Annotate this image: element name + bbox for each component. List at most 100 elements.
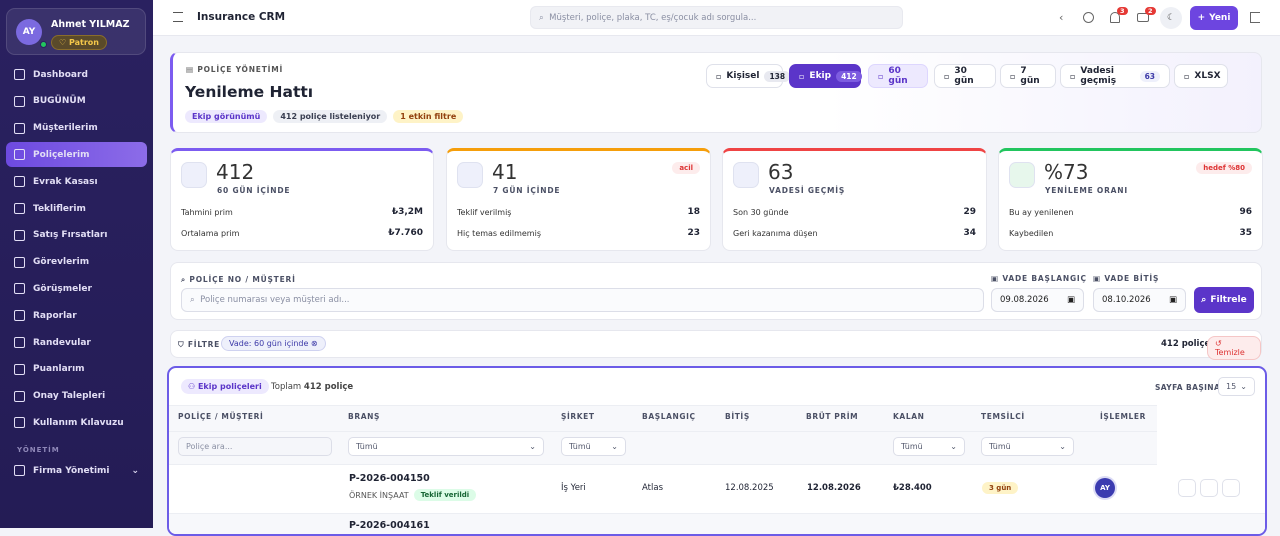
column-select[interactable]: Tümü ⌄ (981, 437, 1074, 456)
help-button[interactable] (1083, 12, 1094, 23)
stat-row-label: Son 30 günde (733, 208, 789, 217)
stat-icon (1009, 162, 1035, 188)
end-date[interactable]: 08.10.2026 ▣ (1093, 288, 1186, 312)
header-tab[interactable]: ▫ XLSX (1174, 64, 1228, 88)
rep-avatar: AY (1095, 478, 1115, 498)
topbar: Insurance CRM ⌕ Müşteri, poliçe, plaka, … (153, 0, 1280, 36)
column-select[interactable]: Tümü ⌄ (893, 437, 965, 456)
end-label: ▣ VADE BİTİŞ (1093, 274, 1160, 283)
page-size-value: 15 (1226, 382, 1237, 391)
table-tab[interactable]: ⚇ Ekip poliçeleri (181, 379, 269, 394)
notifications-button[interactable] (1110, 12, 1120, 23)
start-date[interactable]: 09.08.2026 ▣ (991, 288, 1084, 312)
header-tab[interactable]: ▫ Ekip 412 (789, 64, 862, 88)
tab-icon: ▫ (944, 71, 950, 81)
filter-text: Tümü (989, 442, 1011, 451)
column-header: İŞLEMLER (1100, 412, 1147, 421)
stat-row-label: Kaybedilen (1009, 229, 1054, 238)
stat-row-label: Hiç temas edilmemiş (457, 229, 541, 238)
user-card[interactable]: AY Ahmet YILMAZ ♡ Patron (6, 8, 146, 55)
eyebrow: ▤ POLİÇE YÖNETİMİ (186, 65, 284, 74)
nav-item[interactable]: Dashboard (6, 62, 147, 87)
branch: İş Yeri (561, 483, 586, 493)
call-button[interactable] (1222, 479, 1240, 497)
column-select[interactable]: Tümü ⌄ (561, 437, 626, 456)
back-button[interactable]: ‹ (1059, 11, 1064, 24)
column-header: BRANŞ (348, 412, 380, 421)
header-tab[interactable]: ▫ 7 gün (1000, 64, 1056, 88)
filter-chip[interactable]: Vade: 60 gün içinde ⊗ (221, 336, 326, 351)
tab-icon: ▫ (1070, 71, 1076, 81)
end-label-text: VADE BİTİŞ (1104, 274, 1160, 283)
stat-card: 63 VADESİ GEÇMİŞ Son 30 günde 29 Geri kazanı… (722, 148, 987, 251)
nav-item[interactable]: Evrak Kasası (6, 169, 147, 194)
header-tab[interactable]: ▫ 30 gün (934, 64, 996, 88)
chevron: ⌄ (611, 442, 618, 451)
header-tab[interactable]: ▫ 60 gün (868, 64, 928, 88)
filter-card: ⌕ POLİÇE NO / MÜŞTERİ ⌕ Poliçe numarası … (170, 262, 1262, 320)
header-tab[interactable]: ▫ Vadesi geçmiş 63 (1060, 64, 1170, 88)
nav-icon (14, 283, 25, 295)
global-search[interactable]: ⌕ Müşteri, poliçe, plaka, TC, eş/çocuk a… (530, 6, 903, 29)
stat-badge: hedef %80 (1196, 162, 1252, 174)
filter-button[interactable]: ⌕ Filtrele (1194, 287, 1254, 313)
nav-item[interactable]: Satış Fırsatları (6, 223, 147, 248)
nav-icon (14, 465, 25, 476)
stat-row-value: ₺3,2M (391, 207, 423, 217)
tab-icon: ▫ (1184, 71, 1190, 81)
filter-text: Tümü (569, 442, 591, 451)
header-tab[interactable]: ▫ Kişisel 138 (706, 64, 791, 88)
nav-item[interactable]: Raporlar (6, 303, 147, 328)
nav-item[interactable]: Firma Yönetimi ⌄ (6, 458, 147, 483)
messages-button[interactable] (1137, 13, 1149, 22)
logout-button[interactable] (1250, 12, 1260, 23)
stat-row-label: Ortalama prim (181, 229, 240, 238)
nav-label: Randevular (33, 337, 91, 348)
nav-label: Firma Yönetimi (33, 465, 110, 476)
renew-button[interactable] (1178, 479, 1196, 497)
tab-icon: ▫ (716, 71, 722, 81)
search-label-text: POLİÇE NO / MÜŞTERİ (189, 275, 296, 284)
nav-item[interactable]: BUGÜNÜM (6, 89, 147, 114)
column-search[interactable]: Poliçe ara... (178, 437, 332, 456)
nav-item[interactable]: Görüşmeler (6, 276, 147, 301)
tab-label: 30 gün (954, 66, 974, 86)
active-filter-bar: ⛉ FİLTRE Vade: 60 gün içinde ⊗ 412 poliç… (170, 330, 1262, 360)
calendar-icon: ▣ (1066, 295, 1075, 305)
nav-item[interactable]: Onay Talepleri (6, 384, 147, 409)
column-header: BAŞLANGIÇ (642, 412, 696, 421)
nav-section: YÖNETİM (17, 446, 60, 454)
nav-label: Kullanım Kılavuzu (33, 417, 124, 428)
stat-row-value: 23 (687, 228, 700, 238)
policy-search[interactable]: ⌕ Poliçe numarası veya müşteri adı... (181, 288, 984, 312)
menu-toggle[interactable] (173, 12, 183, 22)
nav-icon (14, 203, 25, 214)
nav-item[interactable]: Randevular (6, 330, 147, 355)
new-button[interactable]: + Yeni (1190, 6, 1238, 30)
theme-toggle[interactable]: ☾ (1160, 7, 1182, 29)
nav-item[interactable]: Tekliflerim (6, 196, 147, 221)
nav-item[interactable]: Kullanım Kılavuzu (6, 410, 147, 435)
nav-icon (14, 256, 25, 268)
document-button[interactable] (1200, 479, 1218, 497)
nav-item[interactable]: Poliçelerim (6, 142, 147, 168)
nav-item[interactable]: Puanlarım (6, 357, 147, 382)
column-select[interactable]: Tümü ⌄ (348, 437, 544, 456)
nav-icon (14, 229, 25, 241)
nav-item[interactable]: Müşterilerim (6, 116, 147, 141)
nav-label: Görevlerim (33, 257, 90, 268)
column-header: TEMSİLCİ (981, 412, 1025, 421)
status-chip: Teklif verildi (413, 489, 477, 501)
tab-label: XLSX (1194, 71, 1221, 81)
clear-button[interactable]: ↺ Temizle (1207, 336, 1261, 360)
page-size-select[interactable]: 15 ⌄ (1218, 377, 1255, 396)
nav-label: Poliçelerim (33, 149, 90, 160)
nav-label: Satış Fırsatları (33, 230, 108, 241)
filter-chip-text: Vade: 60 gün içinde (229, 339, 309, 348)
stat-row-value: 18 (687, 207, 700, 217)
clear-label: Temizle (1215, 348, 1245, 357)
notification-count: 3 (1117, 7, 1128, 15)
end-date: 12.08.2026 (807, 483, 861, 493)
nav-item[interactable]: Görevlerim (6, 250, 147, 275)
role-text: Patron (68, 38, 99, 47)
